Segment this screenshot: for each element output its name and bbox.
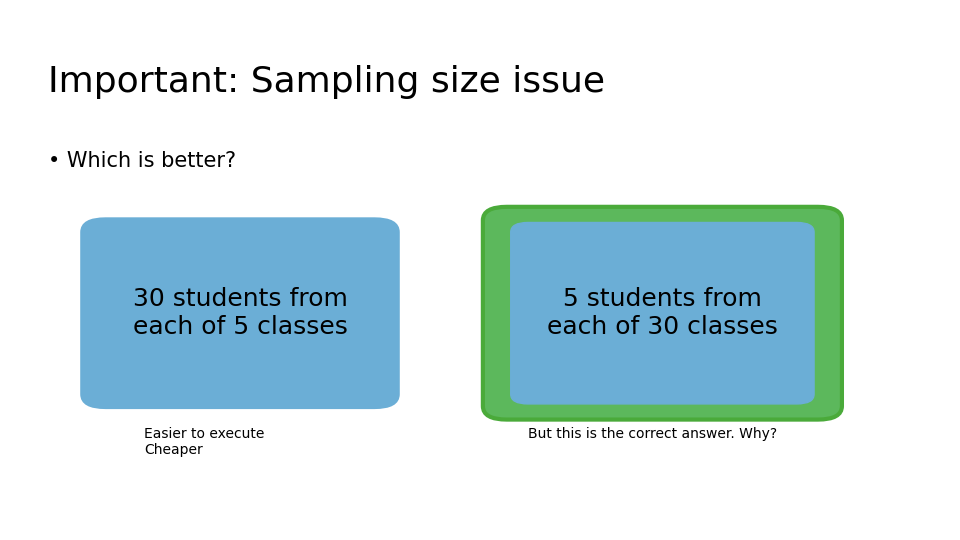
Text: • Which is better?: • Which is better? <box>48 151 236 171</box>
Text: Easier to execute
Cheaper: Easier to execute Cheaper <box>144 427 264 457</box>
Text: Important: Sampling size issue: Important: Sampling size issue <box>48 65 605 99</box>
Text: 30 students from
each of 5 classes: 30 students from each of 5 classes <box>132 287 348 339</box>
Text: 5 students from
each of 30 classes: 5 students from each of 30 classes <box>547 287 778 339</box>
Text: But this is the correct answer. Why?: But this is the correct answer. Why? <box>528 427 778 441</box>
